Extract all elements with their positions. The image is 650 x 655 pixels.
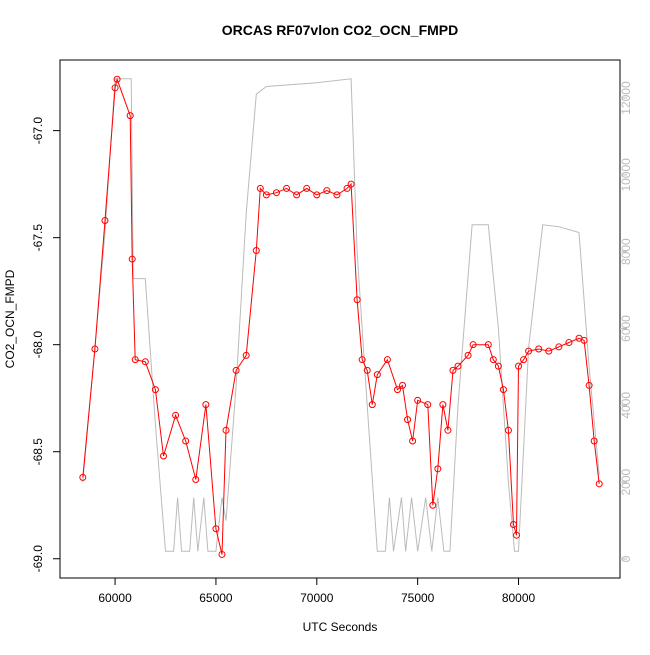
data-point <box>489 356 497 364</box>
y-tick-label: -67.5 <box>31 224 45 252</box>
data-point <box>182 437 190 445</box>
data-point <box>172 411 180 419</box>
data-point <box>283 184 291 192</box>
data-point <box>212 525 220 533</box>
y-tick-label: -69.0 <box>31 545 45 573</box>
data-point <box>232 366 240 374</box>
data-point <box>218 550 226 558</box>
data-point <box>399 381 407 389</box>
data-point <box>358 356 366 364</box>
data-point <box>242 351 250 359</box>
y-axis-label: CO2_OCN_FMPD <box>3 269 17 368</box>
data-point <box>525 347 533 355</box>
data-point <box>252 247 260 255</box>
data-point <box>347 180 355 188</box>
data-point <box>159 452 167 460</box>
y2-tick-label: 8000 <box>619 238 633 265</box>
data-point <box>444 426 452 434</box>
data-point <box>515 362 523 370</box>
y2-tick-label: 6000 <box>619 315 633 342</box>
data-point <box>555 343 563 351</box>
data-point <box>499 386 507 394</box>
data-point <box>192 476 200 484</box>
data-point <box>434 465 442 473</box>
x-tick-label: 75000 <box>401 591 435 605</box>
series-line <box>82 77 600 555</box>
data-point <box>272 189 280 197</box>
data-point <box>313 191 321 199</box>
series-line <box>82 78 600 552</box>
y2-tick-label: 4000 <box>619 392 633 419</box>
data-point <box>454 362 462 370</box>
data-point <box>113 75 121 83</box>
data-point <box>484 341 492 349</box>
data-point <box>520 356 528 364</box>
data-point <box>373 371 381 379</box>
data-point <box>585 381 593 389</box>
data-point <box>368 401 376 409</box>
data-point <box>565 339 573 347</box>
data-point <box>343 184 351 192</box>
data-point <box>222 426 230 434</box>
data-point <box>449 366 457 374</box>
y-tick-label: -68.5 <box>31 438 45 466</box>
data-point <box>504 426 512 434</box>
data-point <box>353 296 361 304</box>
data-point <box>429 501 437 509</box>
data-point <box>414 396 422 404</box>
y2-tick-label: 10000 <box>619 158 633 192</box>
data-point <box>303 184 311 192</box>
data-point <box>363 366 371 374</box>
chart-title: ORCAS RF07vlon CO2_OCN_FMPD <box>222 22 458 38</box>
data-point <box>111 84 119 92</box>
data-point <box>595 480 603 488</box>
x-tick-label: 70000 <box>300 591 334 605</box>
data-point <box>91 345 99 353</box>
data-point <box>202 401 210 409</box>
x-tick-label: 65000 <box>199 591 233 605</box>
data-point <box>293 191 301 199</box>
y-tick-label: -67.0 <box>31 117 45 145</box>
data-point <box>393 386 401 394</box>
data-point <box>333 191 341 199</box>
data-point <box>409 437 417 445</box>
data-point <box>323 187 331 195</box>
y2-tick-label: 12000 <box>619 81 633 115</box>
data-point <box>545 347 553 355</box>
data-point <box>424 401 432 409</box>
data-point <box>590 437 598 445</box>
data-point <box>79 473 87 481</box>
y2-tick-label: 0 <box>619 555 633 562</box>
data-point <box>101 217 109 225</box>
data-point <box>580 336 588 344</box>
data-point <box>151 386 159 394</box>
data-point <box>464 351 472 359</box>
y-tick-label: -68.0 <box>31 331 45 359</box>
y2-tick-label: 2000 <box>619 468 633 495</box>
data-point <box>131 356 139 364</box>
data-point <box>262 191 270 199</box>
data-point <box>469 341 477 349</box>
x-tick-label: 60000 <box>98 591 132 605</box>
data-point <box>126 112 134 120</box>
data-point <box>439 401 447 409</box>
data-point <box>494 362 502 370</box>
x-axis-label: UTC Seconds <box>303 620 378 634</box>
data-point <box>256 184 264 192</box>
data-point <box>141 358 149 366</box>
plot-frame <box>59 59 621 579</box>
data-point <box>128 255 136 263</box>
x-tick-label: 80000 <box>502 591 536 605</box>
data-point <box>404 416 412 424</box>
data-point <box>509 520 517 528</box>
data-point <box>513 531 521 539</box>
data-point <box>383 356 391 364</box>
data-point <box>535 345 543 353</box>
